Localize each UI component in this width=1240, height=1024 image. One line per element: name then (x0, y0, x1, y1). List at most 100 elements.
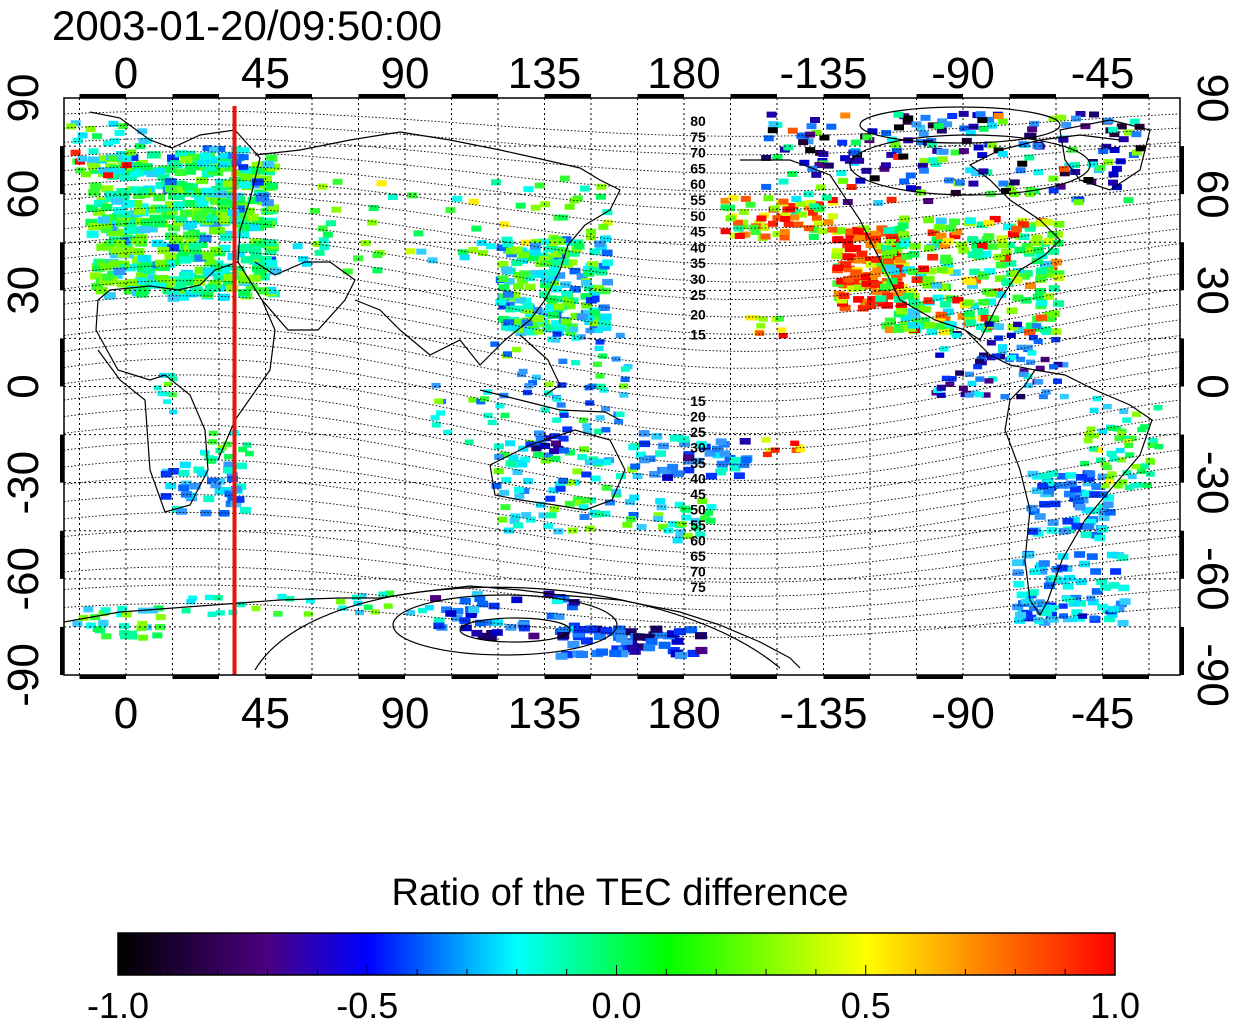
tec-data-cell (596, 183, 607, 190)
tec-data-cell (571, 360, 581, 366)
tec-data-cell (1104, 509, 1116, 516)
tec-data-cell (1089, 407, 1099, 414)
tec-data-cell (114, 129, 125, 136)
tec-data-cell (978, 168, 989, 175)
tec-data-cell (1012, 569, 1024, 576)
tec-data-cell (521, 512, 532, 519)
colorbar-title: Ratio of the TEC difference (391, 872, 849, 914)
tec-data-cell (226, 153, 237, 159)
tec-data-cell (367, 219, 378, 226)
north-pole-contour (859, 106, 1061, 144)
tec-data-cell (338, 605, 348, 611)
tec-data-cell (807, 209, 818, 216)
tec-data-cell (177, 293, 190, 301)
tec-data-cell (911, 304, 923, 312)
tec-data-cell (178, 484, 190, 492)
tec-data-cell (842, 238, 854, 245)
tec-data-cell (211, 186, 223, 194)
frame-bar-left (60, 530, 64, 579)
tec-data-cell (251, 178, 264, 186)
tec-data-cell (561, 290, 573, 297)
tec-data-cell (417, 607, 427, 614)
tec-data-cell (553, 445, 564, 452)
tec-data-cell (761, 437, 771, 443)
tec-data-cell (1108, 179, 1118, 186)
tec-data-cell (233, 496, 245, 503)
tec-data-cell (91, 282, 104, 291)
tec-data-cell (1050, 258, 1062, 266)
x-axis-bottom-ticks: 0 45 90 135 180 -135 -90 -45 (114, 689, 1135, 738)
tec-data-cell (205, 156, 218, 164)
tec-data-cell (177, 249, 190, 257)
tec-data-cell (899, 178, 910, 185)
tec-data-cell (1058, 528, 1070, 535)
tec-data-cell (535, 501, 546, 508)
tec-data-cell (468, 198, 479, 205)
tec-data-cell (122, 246, 135, 254)
tec-data-cell (585, 297, 597, 304)
y-tick-label-left: 30 (0, 266, 48, 315)
tec-data-cell (1148, 437, 1158, 444)
tec-data-cell (1045, 315, 1057, 322)
tec-data-cell (934, 323, 946, 330)
tec-data-cell (85, 126, 96, 132)
tec-data-cell (628, 444, 639, 451)
tec-data-cell (1109, 147, 1120, 153)
tec-data-cell (659, 467, 671, 474)
tec-data-cell (876, 225, 888, 232)
tec-data-cell (569, 267, 581, 275)
tec-data-cell (683, 451, 695, 458)
tec-data-cell (182, 183, 195, 191)
tec-data-cell (372, 267, 383, 274)
tec-data-cell (483, 412, 493, 419)
tec-data-cell (599, 287, 611, 295)
tec-data-cell (715, 438, 727, 445)
tec-data-cell (674, 501, 685, 508)
tec-data-cell (997, 349, 1007, 355)
tec-data-cell (1022, 246, 1034, 254)
tec-data-cell (690, 517, 701, 524)
tec-data-cell (1086, 553, 1098, 560)
tec-data-cell (857, 304, 869, 312)
tec-data-cell (598, 353, 608, 359)
tec-data-cell (636, 524, 647, 531)
tec-data-cell (1103, 494, 1115, 501)
tec-data-cell (97, 167, 108, 174)
tec-data-cell (935, 352, 945, 358)
contour-line (64, 137, 1180, 174)
tec-data-cell (165, 482, 177, 490)
tec-data-cell (598, 262, 610, 270)
tec-data-cell (104, 167, 116, 175)
tec-data-cell (1024, 225, 1036, 232)
tec-data-cell (138, 138, 149, 144)
tec-data-cell (552, 417, 562, 423)
tec-data-cell (615, 332, 625, 339)
tec-data-cell (733, 225, 744, 232)
tec-data-cell (1042, 604, 1052, 610)
tec-data-cell (545, 304, 557, 311)
tec-data-cell (119, 175, 130, 181)
frame-bar-top (544, 94, 591, 98)
tec-data-cell (1033, 338, 1043, 344)
tec-data-cell (194, 274, 207, 282)
tec-data-cell (1108, 606, 1120, 613)
tec-data-cell (756, 323, 766, 329)
tec-data-cell (533, 451, 544, 458)
tec-data-cell (564, 500, 575, 507)
tec-data-cell (745, 315, 755, 321)
tec-data-cell (1154, 443, 1164, 450)
tec-data-cell (666, 630, 679, 638)
tec-data-cell (368, 205, 379, 211)
tec-data-cell (204, 259, 217, 267)
tec-data-cell (153, 220, 166, 228)
tec-data-cell (651, 433, 663, 440)
tec-data-cell (775, 316, 784, 322)
tec-data-cell (626, 516, 637, 523)
tec-data-cell (1129, 118, 1140, 125)
tec-data-cell (779, 228, 790, 235)
tec-data-cell (964, 392, 974, 398)
tec-data-cell (1019, 368, 1029, 374)
tec-data-cell (518, 251, 530, 259)
tec-data-cell (1094, 534, 1106, 542)
tec-data-cell (950, 149, 961, 156)
